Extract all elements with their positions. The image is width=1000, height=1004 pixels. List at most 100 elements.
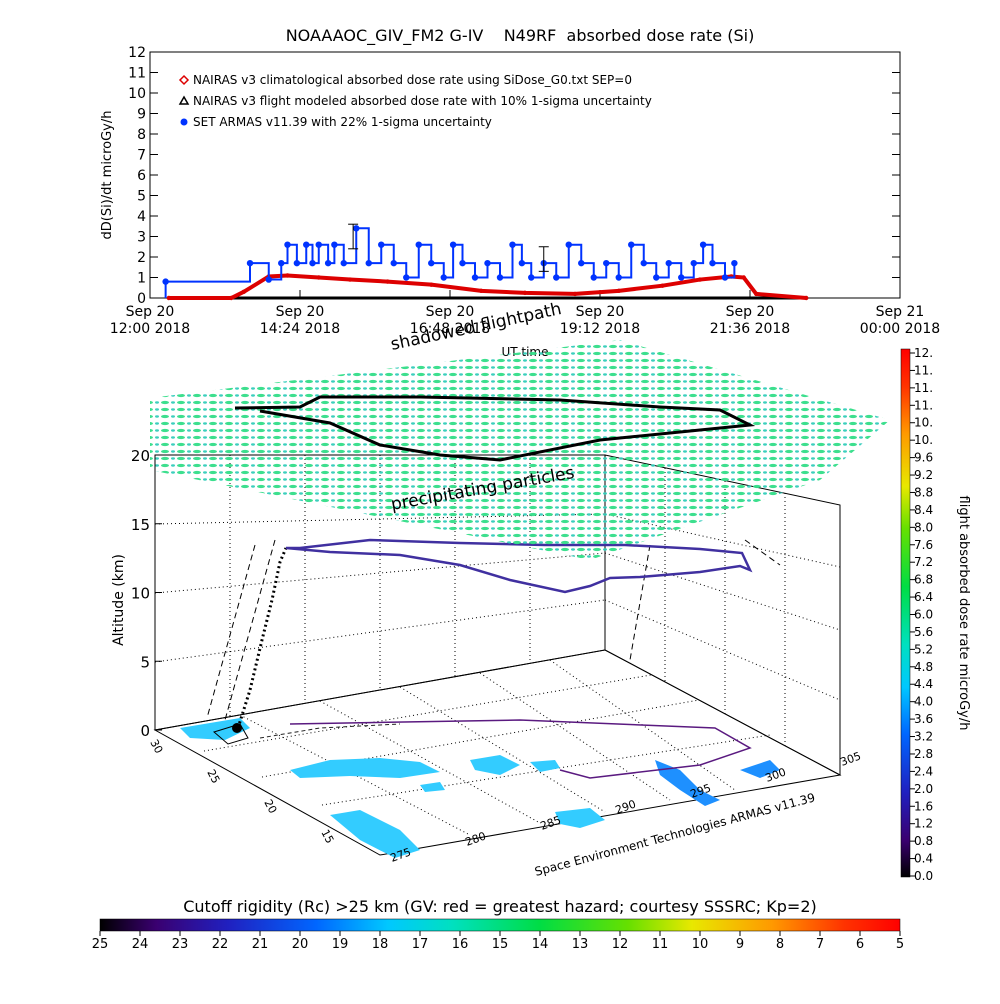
x-tick-label-date: Sep 20 — [126, 304, 175, 320]
cutoff-tick-label: 23 — [172, 937, 189, 952]
climatological-point — [697, 277, 703, 282]
cutoff-tick-label: 24 — [132, 937, 149, 952]
legend-label: NAIRAS v3 climatological absorbed dose r… — [193, 73, 632, 87]
armas-point — [471, 274, 479, 281]
armas-point — [518, 259, 526, 267]
climatological-point — [522, 290, 528, 296]
armas-point — [653, 274, 660, 281]
armas-point — [699, 241, 707, 248]
cutoff-tick-label: 10 — [692, 937, 709, 952]
projection-lines — [206, 539, 781, 721]
colorbar-tick-label: 1.2 — [914, 817, 933, 831]
cutoff-tick-label: 21 — [252, 937, 269, 952]
climatological-point — [347, 277, 353, 282]
legend-label: SET ARMAS v11.39 with 22% 1-sigma uncert… — [193, 115, 492, 129]
cutoff-tick-label: 8 — [776, 937, 784, 952]
armas-point — [440, 274, 447, 281]
armas-point — [378, 241, 385, 248]
armas-point — [315, 241, 322, 248]
x-tick-label-date: Sep 21 — [876, 304, 925, 320]
lon-tick-label: 285 — [539, 813, 563, 832]
cutoff-tick-label: 25 — [92, 937, 109, 952]
cutoff-tick-label: 19 — [332, 937, 349, 952]
z-tick-label: 10 — [131, 585, 150, 603]
colorbar-tick-label: 4.4 — [914, 677, 933, 691]
armas-point — [303, 241, 310, 248]
colorbar-tick-label: 2.0 — [914, 782, 933, 796]
colorbar-tick-label: 12. — [914, 346, 933, 360]
colorbar-tick-label: 6.8 — [914, 573, 933, 587]
colorbar-tick-label: 2.8 — [914, 747, 933, 761]
colorbar-tick-label: 5.2 — [914, 642, 933, 656]
armas-point — [709, 259, 716, 267]
lat-tick-label: 25 — [204, 767, 222, 785]
cutoff-tick-label: 13 — [572, 937, 589, 952]
armas-point — [324, 259, 332, 267]
flight-path-3d — [285, 538, 753, 594]
climatological-point — [660, 283, 665, 288]
climatological-point — [754, 291, 759, 297]
x-tick-label-date: Sep 20 — [726, 304, 775, 320]
y-tick-label: 10 — [128, 86, 146, 102]
armas-point — [353, 225, 360, 232]
cutoff-tick-label: 22 — [212, 937, 229, 952]
dose-rate-colorbar: 0.0 0.4 0.8 1.2 1.6 2.0 2.4 2.8 3.2 3.6 4.0 4.4 4.8 5… — [900, 346, 971, 883]
x-tick-label-time: 21:36 2018 — [710, 321, 790, 337]
climatological-point — [241, 289, 246, 295]
climatological-point — [285, 273, 290, 278]
climatological-point — [479, 288, 484, 294]
plot-area — [149, 51, 901, 299]
x-tick-label-time: 00:00 2018 — [860, 321, 940, 337]
climatological-point — [429, 282, 434, 287]
armas-point — [665, 259, 672, 267]
y-tick-label: 8 — [137, 127, 146, 143]
legend-label: NAIRAS v3 flight modeled absorbed dose r… — [193, 94, 652, 108]
cutoff-tick-label: 9 — [736, 937, 744, 952]
colorbar-tick-label: 6.4 — [914, 590, 933, 604]
colorbar-tick-label: 9.2 — [914, 468, 933, 482]
armas-point — [484, 259, 491, 267]
armas-point — [615, 274, 622, 281]
z-tick-label: 5 — [140, 653, 150, 671]
armas-point — [293, 259, 301, 267]
climatological-point — [229, 295, 234, 301]
cutoff-tick-label: 15 — [492, 937, 509, 952]
armas-point — [331, 241, 338, 248]
armas-point — [365, 259, 372, 267]
cutoff-tick-label: 18 — [372, 937, 389, 952]
armas-point — [162, 278, 169, 285]
colorbar-tick-label: 11. — [914, 381, 933, 395]
colorbar-tick-label: 11. — [914, 398, 933, 412]
colorbar-tick-label: 7.2 — [914, 555, 933, 569]
armas-point — [496, 274, 504, 281]
colorbar-tick-label: 1.6 — [914, 799, 933, 813]
cutoff-tick-label: 17 — [412, 937, 429, 952]
climatological-point — [616, 288, 621, 294]
cutoff-tick-label: 16 — [452, 937, 469, 952]
armas-point — [721, 274, 729, 281]
armas-point — [565, 241, 572, 248]
x-tick-label-time: 14:24 2018 — [260, 321, 340, 337]
cutoff-tick-label: 14 — [532, 937, 549, 952]
armas-point — [415, 241, 422, 248]
y-tick-label: 2 — [137, 250, 146, 266]
floor-grid — [153, 649, 842, 856]
y-axis-label: dD(Si)/dt microGy/h — [100, 111, 115, 240]
y-tick-label: 9 — [137, 107, 146, 123]
cutoff-tick-label: 12 — [612, 937, 629, 952]
armas-point — [309, 259, 316, 267]
colorbar-tick-label: 5.6 — [914, 625, 933, 639]
x-tick-label-time: 19:12 2018 — [560, 321, 640, 337]
colorbar-tick-label: 9.6 — [914, 451, 933, 465]
armas-point — [628, 241, 635, 248]
armas-point — [246, 259, 254, 267]
armas-point — [340, 259, 347, 267]
armas-point — [590, 274, 597, 281]
colorbar-tick-label: 0.8 — [914, 834, 933, 848]
armas-point — [403, 274, 410, 281]
chart-title: NOAAAOC_GIV_FM2 G-IV N49RF absorbed dose… — [286, 26, 755, 46]
colorbar-tick-label: 8.8 — [914, 485, 933, 499]
legend-symbol-triangle — [178, 95, 190, 105]
colorbar-tick-label: 3.6 — [914, 712, 933, 726]
